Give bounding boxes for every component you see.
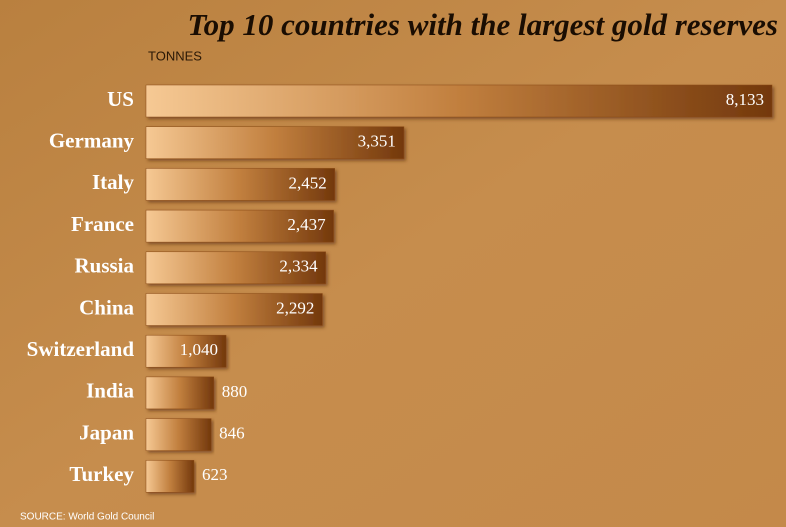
- value-label: 2,334: [279, 257, 318, 276]
- category-label: France: [71, 212, 134, 236]
- category-label: US: [107, 87, 134, 111]
- value-label: 8,133: [726, 90, 764, 109]
- category-label: Italy: [92, 170, 135, 194]
- bar: [145, 126, 405, 159]
- chart-subtitle: TONNES: [148, 48, 202, 63]
- value-label: 1,040: [180, 340, 218, 359]
- bar: [145, 293, 323, 326]
- bar: [145, 251, 326, 285]
- category-label: India: [86, 379, 134, 403]
- bar: [145, 84, 773, 118]
- category-label: Switzerland: [27, 337, 135, 361]
- value-label: 2,437: [287, 215, 326, 234]
- value-label: 2,292: [276, 298, 314, 317]
- category-label: Russia: [74, 254, 134, 278]
- category-label: Japan: [79, 420, 134, 444]
- bar: [145, 209, 334, 243]
- category-label: Germany: [49, 129, 135, 153]
- value-label: 880: [222, 382, 248, 401]
- bar: [145, 376, 214, 410]
- chart-title: Top 10 countries with the largest gold r…: [188, 7, 778, 42]
- value-label: 623: [202, 465, 228, 484]
- category-label: Turkey: [69, 462, 134, 486]
- value-label: 3,351: [358, 132, 396, 151]
- source-note: SOURCE: World Gold Council: [20, 512, 154, 523]
- bar: [145, 168, 335, 201]
- value-label: 2,452: [288, 173, 326, 192]
- bar: [145, 460, 195, 493]
- category-label: China: [79, 295, 134, 319]
- value-label: 846: [219, 424, 245, 443]
- bar: [145, 334, 227, 368]
- bar: [145, 418, 212, 451]
